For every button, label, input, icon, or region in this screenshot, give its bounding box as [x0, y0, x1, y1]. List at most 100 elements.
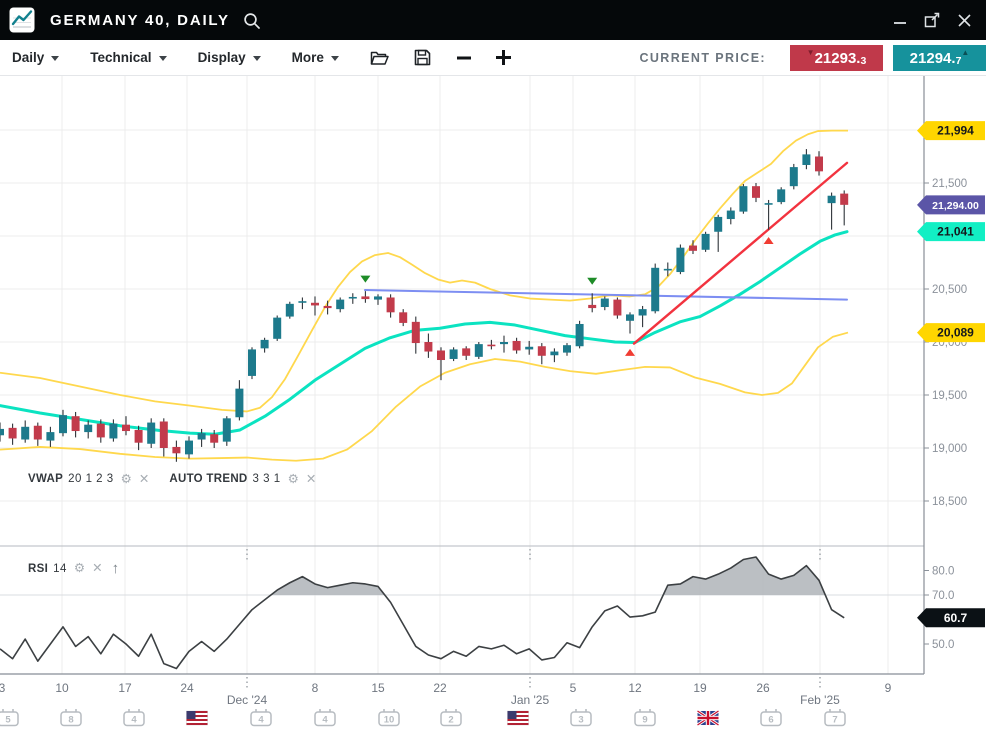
- chart-background: [0, 76, 986, 736]
- us-flag-icon[interactable]: [186, 710, 208, 726]
- date-axis-label: 3: [0, 681, 6, 695]
- chevron-down-icon: [51, 56, 60, 61]
- economic-event-calendar-icon[interactable]: 5: [0, 709, 19, 727]
- economic-event-calendar-icon[interactable]: 4: [314, 709, 336, 727]
- zoom-in-icon[interactable]: [495, 49, 512, 66]
- ask-price-badge: 21294. 7 ▲: [893, 45, 986, 71]
- rsi-line: [0, 556, 845, 670]
- economic-event-calendar-icon[interactable]: 7: [824, 709, 846, 727]
- minimize-icon[interactable]: [890, 10, 910, 30]
- rsi-axis-label: 80.0: [932, 566, 954, 578]
- price-axis-label: 21,500: [932, 178, 967, 190]
- app-logo-icon: [9, 7, 35, 33]
- popout-icon[interactable]: [922, 10, 942, 30]
- more-dropdown-label: More: [291, 50, 324, 65]
- price-down-arrow-icon: ▼: [806, 48, 815, 57]
- candle: [260, 339, 269, 349]
- save-icon[interactable]: [414, 49, 431, 66]
- price-axis-label: 19,500: [932, 390, 967, 402]
- technical-dropdown[interactable]: Technical: [90, 50, 167, 65]
- candle: [613, 299, 622, 316]
- auto-trend-settings-gear-icon[interactable]: ⚙: [287, 472, 299, 486]
- bid-price-badge: ▼ 21293. 3: [790, 45, 883, 71]
- candle: [437, 350, 445, 361]
- month-axis-label: Feb '25: [800, 693, 840, 707]
- trend-line-blue: [364, 289, 848, 301]
- vwap-indicator-params: 20 1 2 3: [68, 473, 114, 486]
- event-count: 5: [5, 715, 11, 726]
- auto-trend-indicator-name: AUTO TREND: [169, 473, 248, 486]
- date-axis-label: 5: [570, 681, 577, 695]
- trend-down-marker-icon: [360, 275, 371, 283]
- economic-event-calendar-icon[interactable]: 6: [760, 709, 782, 727]
- us-flag-icon[interactable]: [507, 710, 529, 726]
- candle: [676, 247, 685, 273]
- candle: [46, 432, 55, 441]
- display-dropdown[interactable]: Display: [198, 50, 261, 65]
- vwap-settings-gear-icon[interactable]: ⚙: [120, 472, 132, 486]
- rsi-move-up-icon[interactable]: ↑: [111, 560, 120, 577]
- month-axis-label: Dec '24: [227, 693, 268, 707]
- date-axis-label: 26: [756, 681, 770, 695]
- price-up-arrow-icon: ▲: [961, 48, 970, 57]
- economic-event-calendar-icon[interactable]: 4: [123, 709, 145, 727]
- close-icon[interactable]: [954, 10, 974, 30]
- candle: [210, 434, 219, 443]
- candles-layer: [0, 149, 849, 462]
- economic-event-calendar-icon[interactable]: 10: [378, 709, 400, 727]
- rsi-settings-gear-icon[interactable]: ⚙: [73, 561, 86, 576]
- candle: [298, 301, 307, 303]
- economic-event-calendar-icon[interactable]: 4: [250, 709, 272, 727]
- title-bar: GERMANY 40, DAILY: [0, 0, 986, 40]
- timeframe-dropdown[interactable]: Daily: [12, 50, 60, 65]
- uk-flag-icon[interactable]: [696, 709, 720, 727]
- candle: [689, 245, 697, 251]
- candle: [764, 203, 773, 205]
- auto-trend-remove-icon[interactable]: ✕: [305, 472, 317, 486]
- event-count: 2: [448, 715, 453, 726]
- price-badge-yellow: 20,089: [917, 323, 985, 343]
- economic-event-calendar-icon[interactable]: 8: [60, 709, 82, 727]
- price-badge-yellow: 21,994: [917, 121, 985, 141]
- candle: [840, 193, 849, 205]
- current-price-area: CURRENT PRICE: ▼ 21293. 3 21294. 7 ▲: [639, 45, 986, 71]
- candle: [96, 423, 105, 438]
- candle: [512, 340, 521, 351]
- band-upper-line: [0, 129, 848, 413]
- display-dropdown-label: Display: [197, 50, 246, 65]
- candle: [815, 156, 823, 172]
- candle: [0, 428, 4, 436]
- event-count: 4: [322, 715, 328, 726]
- open-folder-icon[interactable]: [370, 50, 389, 66]
- events-row: 5 8 4 4 4 10 2 3 9 6 7: [0, 709, 846, 727]
- candle: [109, 423, 118, 439]
- rsi-axis-label: 50.0: [932, 639, 954, 651]
- candle: [399, 312, 408, 323]
- vwap-remove-icon[interactable]: ✕: [138, 472, 150, 486]
- candle: [563, 345, 571, 353]
- trend-up-marker-icon: [625, 348, 635, 356]
- search-icon[interactable]: [243, 12, 261, 30]
- candle: [84, 424, 93, 433]
- event-count: 6: [768, 715, 773, 726]
- economic-event-calendar-icon[interactable]: 2: [440, 709, 462, 727]
- badge-label: 21,294.00: [932, 200, 979, 212]
- zoom-out-icon[interactable]: [456, 50, 472, 66]
- candle: [411, 321, 420, 344]
- candle: [424, 342, 433, 352]
- more-dropdown[interactable]: More: [292, 50, 339, 65]
- candle: [575, 323, 584, 347]
- economic-event-calendar-icon[interactable]: 9: [634, 709, 656, 727]
- x-axis[interactable]: 3 10 17 24 Dec '24 8 15 22 Jan '25 5 12 19 26 Feb '25…: [0, 681, 892, 707]
- candle: [638, 309, 647, 316]
- bid-price-value: 21293.: [814, 49, 861, 67]
- candle: [537, 346, 546, 356]
- chart-canvas[interactable]: 21,50020,50020,00019,50019,00018,50080.0…: [0, 76, 986, 736]
- candle: [550, 351, 559, 356]
- rsi-remove-icon[interactable]: ✕: [92, 561, 103, 576]
- date-axis-label: 10: [55, 681, 69, 695]
- event-count: 9: [642, 715, 647, 726]
- economic-event-calendar-icon[interactable]: 3: [570, 709, 592, 727]
- ask-price-value: 21294.: [909, 49, 956, 67]
- candle: [525, 346, 534, 350]
